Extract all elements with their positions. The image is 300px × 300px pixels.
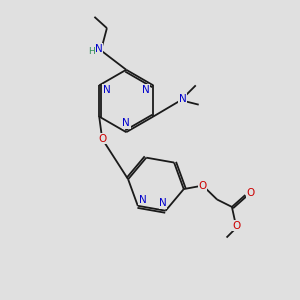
Text: O: O: [98, 134, 106, 144]
Text: N: N: [122, 118, 130, 128]
Text: N: N: [142, 85, 150, 95]
Text: O: O: [232, 220, 241, 231]
Text: H: H: [88, 46, 95, 56]
Text: N: N: [159, 198, 167, 208]
Text: O: O: [247, 188, 255, 198]
Text: N: N: [95, 44, 103, 54]
Text: N: N: [179, 94, 187, 104]
Text: N: N: [139, 195, 147, 205]
Text: N: N: [103, 85, 111, 95]
Text: O: O: [198, 181, 206, 191]
